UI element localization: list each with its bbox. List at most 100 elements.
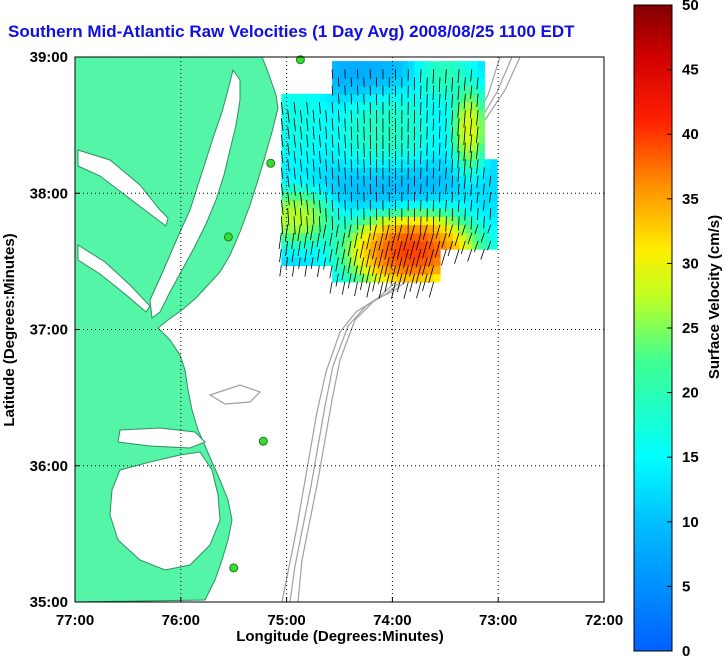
field-cell bbox=[401, 118, 409, 128]
field-cell bbox=[478, 183, 485, 193]
field-cell bbox=[294, 142, 301, 152]
velocity-arrow bbox=[451, 159, 454, 174]
velocity-arrow bbox=[476, 142, 479, 160]
field-cell bbox=[465, 151, 473, 160]
field-cell bbox=[433, 232, 441, 242]
field-cell bbox=[465, 183, 473, 193]
field-cell bbox=[357, 118, 365, 128]
field-cell bbox=[452, 191, 460, 201]
field-cell bbox=[313, 232, 320, 242]
field-cell bbox=[357, 216, 365, 226]
field-cell bbox=[465, 175, 473, 185]
field-cell bbox=[478, 159, 485, 168]
field-cell bbox=[357, 273, 365, 283]
velocity-arrow bbox=[421, 257, 428, 276]
field-cell bbox=[363, 191, 371, 201]
field-cell bbox=[319, 142, 327, 152]
field-cell bbox=[401, 102, 409, 111]
field-cell bbox=[401, 249, 409, 258]
velocity-arrow bbox=[347, 257, 352, 274]
field-cell bbox=[332, 110, 339, 119]
field-cell bbox=[294, 118, 301, 128]
field-cell bbox=[306, 257, 314, 267]
velocity-arrow bbox=[482, 167, 485, 180]
field-cell bbox=[325, 224, 333, 234]
velocity-arrow bbox=[325, 159, 328, 172]
velocity-arrow bbox=[338, 126, 340, 140]
field-cell bbox=[459, 142, 466, 152]
field-cell bbox=[319, 118, 327, 128]
field-cell bbox=[332, 134, 339, 144]
velocity-arrow bbox=[366, 281, 371, 298]
velocity-arrow bbox=[319, 216, 321, 233]
velocity-arrow bbox=[291, 232, 295, 250]
field-cell bbox=[459, 191, 466, 201]
velocity-arrow bbox=[426, 77, 428, 92]
field-cell bbox=[306, 216, 314, 226]
field-cell bbox=[421, 200, 428, 209]
field-cell bbox=[421, 69, 428, 79]
velocity-arrow bbox=[331, 118, 334, 131]
velocity-arrow bbox=[445, 167, 447, 180]
field-cell bbox=[452, 77, 460, 87]
velocity-arrow bbox=[441, 248, 447, 266]
field-cell bbox=[490, 183, 498, 193]
field-cell bbox=[471, 183, 479, 193]
velocity-arrow bbox=[489, 175, 492, 187]
field-cell bbox=[319, 110, 327, 119]
field-cell bbox=[376, 93, 384, 103]
field-cell bbox=[370, 118, 378, 128]
field-cell bbox=[376, 85, 384, 95]
field-cell bbox=[490, 216, 498, 226]
velocity-arrow bbox=[325, 126, 328, 140]
velocity-arrow bbox=[287, 142, 290, 156]
field-cell bbox=[459, 224, 466, 234]
field-cell bbox=[459, 216, 466, 226]
field-cell bbox=[294, 126, 301, 136]
field-cell bbox=[484, 232, 492, 242]
field-cell bbox=[414, 167, 422, 177]
field-cell bbox=[338, 257, 346, 267]
field-cell bbox=[357, 224, 365, 234]
colorbar-tick-label: 45 bbox=[682, 62, 699, 79]
field-cell bbox=[313, 93, 320, 103]
velocity-arrow bbox=[432, 150, 435, 164]
field-cell bbox=[319, 232, 327, 242]
field-cell bbox=[325, 240, 333, 250]
field-cell bbox=[351, 126, 358, 136]
field-cell bbox=[344, 273, 352, 283]
velocity-arrow bbox=[280, 200, 284, 215]
field-cell bbox=[440, 110, 447, 119]
field-cell bbox=[401, 175, 409, 185]
field-cell bbox=[313, 142, 320, 152]
field-cell bbox=[465, 102, 473, 111]
velocity-arrow bbox=[338, 159, 340, 172]
velocity-arrow bbox=[319, 150, 321, 164]
field-cell bbox=[452, 134, 460, 144]
velocity-arrow bbox=[432, 85, 435, 101]
field-cell bbox=[287, 257, 295, 267]
field-cell bbox=[338, 232, 346, 242]
field-cell bbox=[433, 265, 441, 275]
field-cell bbox=[363, 85, 371, 95]
field-cell bbox=[389, 93, 397, 103]
field-cell bbox=[351, 85, 358, 95]
velocity-arrow bbox=[463, 110, 466, 128]
field-cell bbox=[351, 142, 358, 152]
velocity-arrow bbox=[360, 224, 365, 239]
velocity-arrow bbox=[384, 240, 390, 260]
velocity-arrow bbox=[350, 126, 353, 141]
velocity-arrow bbox=[463, 175, 466, 190]
velocity-arrow bbox=[477, 208, 479, 221]
field-cell bbox=[395, 126, 403, 136]
field-cell bbox=[446, 183, 454, 193]
field-cell bbox=[344, 102, 352, 111]
field-cell bbox=[376, 175, 384, 185]
field-cell bbox=[344, 93, 352, 103]
velocity-arrow bbox=[384, 273, 390, 292]
field-cell bbox=[414, 159, 422, 168]
field-cell bbox=[332, 208, 339, 217]
field-cell bbox=[408, 257, 416, 267]
field-cell bbox=[363, 208, 371, 217]
field-cell bbox=[351, 224, 358, 234]
